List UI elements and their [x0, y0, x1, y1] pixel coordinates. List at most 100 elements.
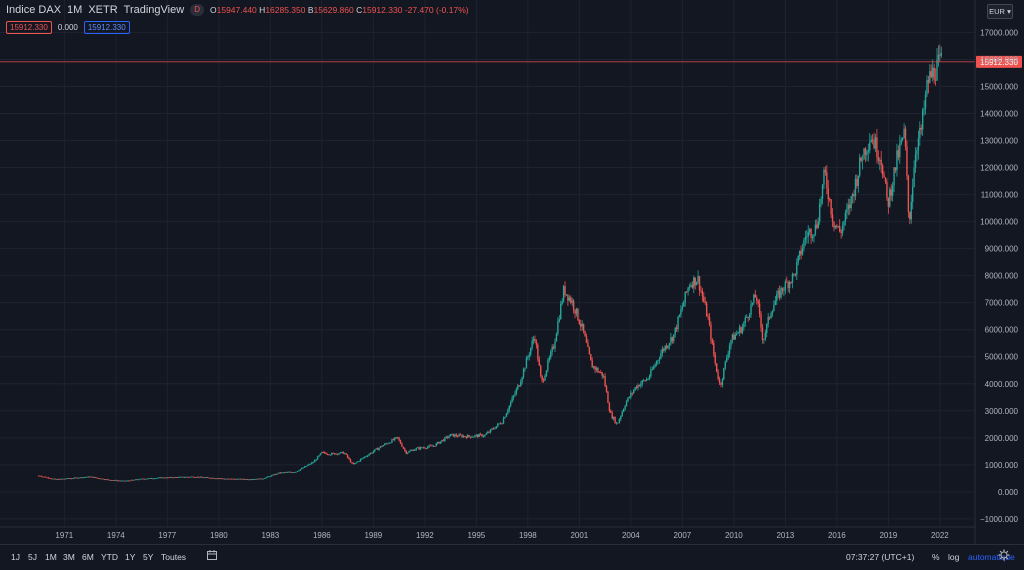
gear-icon[interactable]	[998, 549, 1010, 561]
x-tick-label: 2016	[828, 531, 846, 540]
candle-body	[517, 385, 519, 389]
candle-body	[126, 480, 128, 482]
candle-body	[122, 480, 124, 482]
candle-body	[406, 452, 409, 454]
candle-body	[495, 426, 498, 429]
candle-body	[650, 369, 652, 377]
range-button-5j[interactable]: 5J	[28, 552, 37, 562]
candle-body	[558, 319, 561, 322]
candle-body	[834, 225, 837, 228]
candle-body	[309, 463, 312, 465]
candle-body	[916, 150, 918, 155]
candle-body	[591, 360, 593, 368]
candle-body	[711, 340, 714, 343]
candle-body	[867, 150, 870, 152]
source-label: TradingView	[123, 4, 185, 16]
candle-body	[412, 450, 415, 451]
candle-body	[595, 368, 598, 370]
candle-body	[833, 221, 835, 228]
candle-body	[763, 339, 765, 340]
candle-body	[153, 478, 156, 480]
candle-body	[255, 479, 257, 480]
candle-body	[552, 346, 555, 349]
candle-body	[253, 479, 256, 480]
candle-body	[308, 464, 310, 466]
high-value: 16285.350	[265, 5, 306, 15]
candle-body	[760, 313, 762, 328]
candle-body	[321, 452, 323, 454]
candle-body	[344, 453, 346, 455]
range-button-6m[interactable]: 6M	[82, 552, 94, 562]
candle-body	[571, 300, 573, 303]
candle-body	[216, 478, 219, 480]
candle-body	[385, 443, 387, 445]
candle-body	[891, 185, 894, 196]
range-button-ytd[interactable]: YTD	[101, 552, 118, 562]
candle-body	[261, 478, 263, 480]
candle-body	[491, 428, 493, 430]
range-button-1j[interactable]: 1J	[11, 552, 20, 562]
candle-body	[816, 224, 818, 228]
candle-body	[625, 401, 628, 407]
status-badge[interactable]: D	[190, 4, 204, 16]
candle-body	[701, 290, 704, 297]
candle-body	[736, 333, 738, 335]
candle-body	[192, 476, 194, 478]
range-button-1m[interactable]: 1M	[45, 552, 57, 562]
candle-body	[544, 376, 546, 381]
candle-body	[481, 434, 483, 437]
clock-label[interactable]: 07:37:27 (UTC+1)	[846, 552, 915, 562]
candle-body	[451, 433, 453, 435]
candle-body	[70, 478, 73, 480]
candle-body	[828, 199, 831, 201]
candle-body	[884, 177, 887, 182]
candle-body	[746, 317, 748, 318]
candle-body	[740, 327, 742, 333]
candle-body	[467, 435, 469, 438]
symbol-name[interactable]: Indice DAX	[6, 4, 62, 16]
candle-body	[296, 471, 299, 472]
candle-body	[703, 296, 705, 302]
candle-body	[675, 327, 678, 330]
currency-button[interactable]: EUR ▾	[987, 4, 1013, 19]
candle-body	[196, 476, 199, 478]
candle-body	[910, 201, 912, 220]
percent-toggle[interactable]: %	[932, 552, 940, 562]
candle-body	[429, 445, 432, 447]
candle-body	[251, 479, 253, 481]
candle-body	[704, 301, 706, 304]
range-button-toutes[interactable]: Toutes	[161, 552, 187, 562]
candle-body	[96, 477, 98, 479]
y-tick-label: 4000.000	[985, 380, 1019, 389]
candle-body	[818, 203, 821, 222]
range-button-1y[interactable]: 1Y	[125, 552, 136, 562]
y-axis[interactable]: 17000.000 16000.000 15000.000 14000.000 1300…	[974, 0, 1019, 544]
candle-body	[877, 157, 880, 161]
candle-body	[630, 392, 632, 398]
candle-body	[384, 443, 386, 446]
log-toggle[interactable]: log	[948, 552, 960, 562]
x-tick-label: 1992	[416, 531, 434, 540]
range-button-5y[interactable]: 5Y	[143, 552, 154, 562]
candle-body	[339, 452, 342, 454]
candle-body	[160, 477, 163, 479]
candle-body	[530, 347, 532, 355]
candle-body	[273, 474, 276, 476]
candle-body	[567, 294, 569, 301]
auto-scale-toggle[interactable]: automatique	[968, 552, 1015, 562]
candle-body	[564, 286, 566, 295]
calendar-icon[interactable]	[206, 549, 218, 561]
candle-body	[611, 412, 613, 419]
candle-body	[69, 478, 71, 480]
indicator-value-3[interactable]: 15912.330	[83, 21, 130, 34]
candle-body	[588, 347, 591, 355]
x-tick-label: 2004	[622, 531, 640, 540]
candle-body	[823, 169, 825, 185]
range-button-3m[interactable]: 3M	[63, 552, 75, 562]
candle-body	[449, 434, 452, 437]
indicator-value-1[interactable]: 15912.330	[6, 21, 52, 34]
x-axis[interactable]: 1971 1974 1977 1980 1983 1986 1989 1992 1995 1998…	[0, 526, 975, 540]
interval-label[interactable]: 1M	[67, 4, 83, 16]
candle-body	[416, 447, 419, 449]
